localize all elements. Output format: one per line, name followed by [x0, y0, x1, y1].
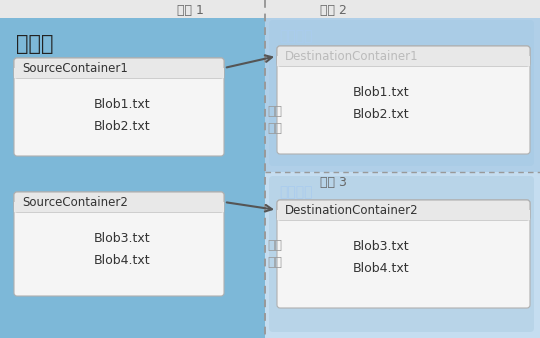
Text: DestinationContainer1: DestinationContainer1: [285, 49, 418, 63]
Text: Blob3.txt: Blob3.txt: [353, 240, 409, 252]
Text: Blob2.txt: Blob2.txt: [353, 107, 409, 121]
Text: Blob2.txt: Blob2.txt: [94, 120, 151, 132]
FancyBboxPatch shape: [277, 200, 530, 220]
FancyBboxPatch shape: [277, 46, 530, 154]
Text: 目标帐户: 目标帐户: [279, 29, 313, 43]
Bar: [0, 18, 265, 338]
Bar: [265, 18, 540, 172]
Text: Blob1.txt: Blob1.txt: [94, 97, 151, 111]
Text: 目标帐户: 目标帐户: [279, 185, 313, 199]
Text: Blob1.txt: Blob1.txt: [353, 86, 409, 98]
Text: DestinationContainer2: DestinationContainer2: [285, 203, 418, 217]
FancyBboxPatch shape: [14, 192, 224, 212]
FancyBboxPatch shape: [14, 58, 224, 156]
Text: 区域 3: 区域 3: [320, 175, 347, 189]
Text: 异步
复制: 异步 复制: [267, 239, 282, 269]
Text: 源帐户: 源帐户: [16, 34, 53, 54]
Bar: [14, 202, 224, 212]
Bar: [0, 0, 540, 18]
FancyBboxPatch shape: [269, 20, 534, 166]
FancyBboxPatch shape: [277, 200, 530, 308]
Text: 异步
复制: 异步 复制: [267, 105, 282, 135]
Text: 区域 1: 区域 1: [177, 3, 204, 17]
Bar: [277, 56, 530, 66]
Text: 区域 2: 区域 2: [320, 3, 347, 17]
Text: Blob4.txt: Blob4.txt: [353, 262, 409, 274]
FancyBboxPatch shape: [14, 192, 224, 296]
Text: SourceContainer2: SourceContainer2: [22, 195, 128, 209]
FancyBboxPatch shape: [277, 46, 530, 66]
Text: Blob3.txt: Blob3.txt: [94, 232, 151, 244]
Bar: [14, 68, 224, 78]
FancyBboxPatch shape: [6, 20, 257, 330]
Bar: [265, 172, 540, 338]
FancyBboxPatch shape: [14, 58, 224, 78]
Text: SourceContainer1: SourceContainer1: [22, 62, 128, 74]
Bar: [277, 210, 530, 220]
FancyBboxPatch shape: [269, 176, 534, 332]
Text: Blob4.txt: Blob4.txt: [94, 254, 151, 266]
